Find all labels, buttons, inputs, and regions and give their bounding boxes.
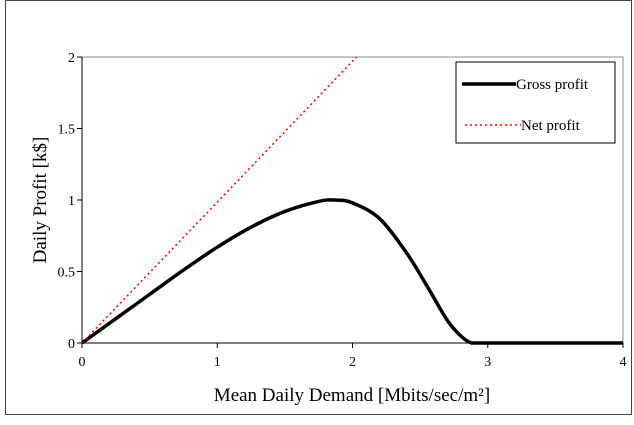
chart-frame: 0 1 2 3 4 0 0.5 1 1.5 2 Mean Daily Demand [Mbits/…	[5, 0, 632, 415]
x-tick-label: 2	[349, 355, 356, 370]
x-axis-title: Mean Daily Demand [Mbits/sec/m²]	[214, 385, 490, 406]
legend-label-net-profit: Net profit	[521, 118, 581, 134]
y-tick-label: 0.5	[58, 266, 76, 281]
legend: Gross profit Net profit	[455, 61, 616, 144]
y-tick-label: 2	[68, 51, 75, 66]
legend-label-gross-profit: Gross profit	[516, 77, 589, 93]
x-tick-label: 3	[484, 355, 491, 370]
line-chart: 0 1 2 3 4 0 0.5 1 1.5 2 Mean Daily Demand [Mbits/…	[30, 51, 627, 406]
y-tick-label: 1.5	[58, 123, 76, 138]
axis-lines	[81, 57, 623, 344]
y-tick-label: 0	[68, 337, 75, 352]
y-axis-title: Daily Profit [k$]	[30, 137, 51, 264]
legend-box	[455, 61, 616, 144]
x-tick-label: 1	[214, 355, 221, 370]
series-line-net-profit	[81, 56, 358, 344]
x-tick-label: 4	[620, 355, 627, 370]
x-tick-label: 0	[79, 355, 86, 370]
axis-ticks: 0 1 2 3 4 0 0.5 1 1.5 2	[58, 51, 627, 370]
y-tick-label: 1	[68, 194, 75, 209]
